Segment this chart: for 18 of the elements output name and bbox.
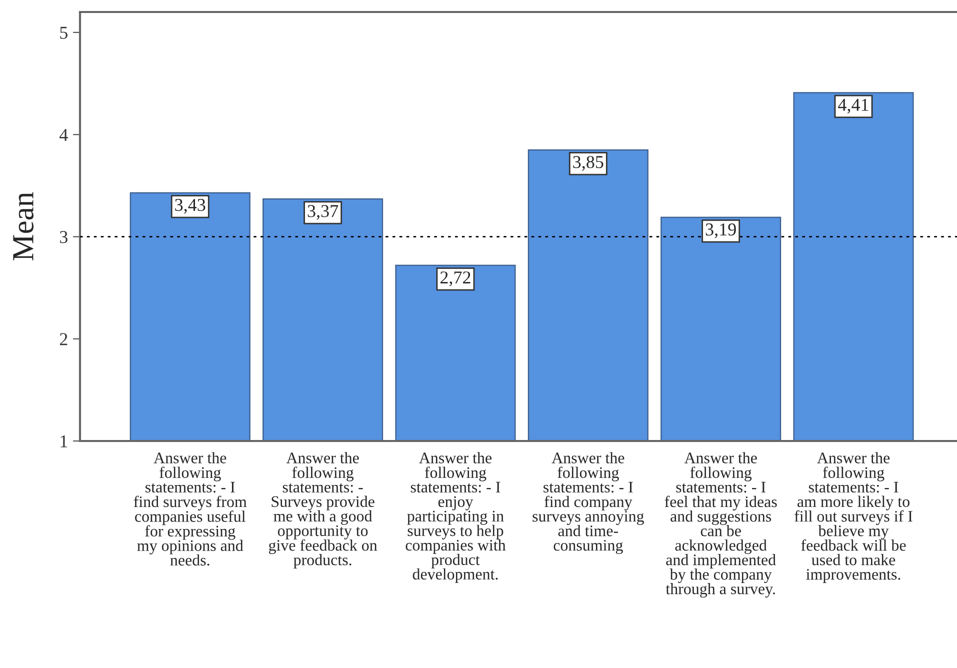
category-label: Answer the following statements: - I am more likely to fill out surveys if I believe my feedback will be used to make improvements. (794, 452, 912, 583)
category-label: Answer the following statements: - I enjoy participating in surveys to help companies with product development. (406, 452, 506, 583)
y-tick-label: 2 (60, 333, 68, 346)
x-tick-label: Answer the following statements: - I find company surveys annoying and time- consuming (532, 452, 644, 554)
data-label: 3,43 (175, 198, 206, 214)
data-label: 2,72 (440, 271, 470, 286)
y-tick-label: 1 (60, 435, 68, 448)
data-label: 4,41 (838, 98, 868, 114)
x-tick-label: Answer the following statements: - I find surveys from companies useful for expressing my opinions and needs. (134, 452, 247, 566)
data-label: 3,19 (706, 223, 736, 238)
y-tick-label: 5 (60, 26, 68, 39)
y-tick-label: 3 (60, 231, 68, 244)
y-axis-title: Mean (13, 192, 34, 260)
y-tick-label: 4 (60, 128, 68, 141)
x-tick-label: Answer the following statements: - Surveys provide me with a good opportunity to give feedback on products. (268, 452, 378, 569)
category-label: Answer the following statements: - I feel that my ideas and suggestions can be acknowledged and implemented by the company through a survey. (664, 452, 777, 598)
data-label: 3,85 (573, 156, 604, 171)
data-label: 3,37 (308, 205, 338, 220)
